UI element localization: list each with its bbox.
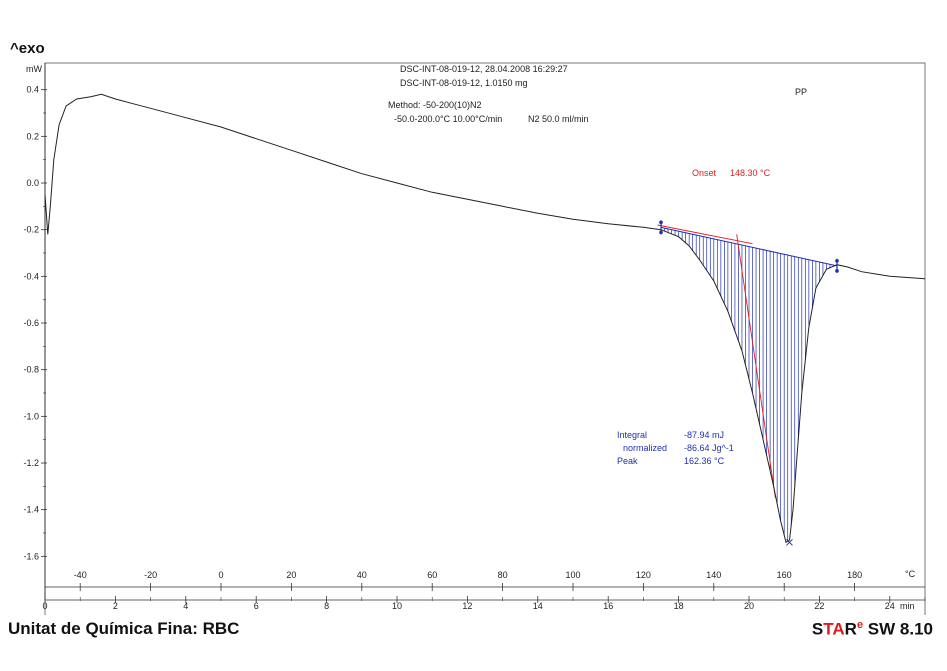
- time-tick-label: 16: [603, 601, 613, 611]
- y-axis-ticks: 0.4 0.2 0.0 -0.2 -0.4 -0.6 -0.8 -1.0 -1.2 -1.4 -1.…: [23, 85, 47, 561]
- time-tick-label: 18: [674, 601, 684, 611]
- integral-limit-dot: [659, 220, 663, 225]
- time-tick-label: 2: [113, 601, 118, 611]
- y-tick-label: -0.6: [23, 318, 39, 328]
- temp-tick-label: 40: [357, 570, 367, 580]
- footer-software-r: R: [844, 619, 857, 639]
- info-line-2: DSC-INT-08-019-12, 1.0150 mg: [400, 78, 528, 88]
- y-tick-label: -0.8: [23, 365, 39, 375]
- method-line-1: Method: -50-200(10)N2: [388, 100, 482, 110]
- onset-label: Onset: [692, 168, 717, 178]
- footer-software: STARe SW 8.10: [812, 619, 933, 640]
- integral-hatching: [664, 228, 834, 542]
- integral-limit-dot: [835, 259, 839, 263]
- time-tick-label: 10: [392, 601, 402, 611]
- method-line-2a: -50.0-200.0°C 10.00°C/min: [394, 114, 502, 124]
- integral-limit-dot: [835, 269, 839, 273]
- integral-label: Integral: [617, 430, 647, 440]
- integral-limit-dot: [659, 230, 663, 235]
- time-tick-label: 8: [324, 601, 329, 611]
- footer-software-ta: TA: [823, 619, 845, 639]
- temp-tick-label: -20: [144, 570, 157, 580]
- temp-tick-label: 180: [847, 570, 862, 580]
- time-unit-label: min: [900, 601, 915, 611]
- footer-software-version: SW 8.10: [863, 619, 933, 639]
- time-tick-label: 4: [183, 601, 188, 611]
- integral-baseline: [660, 226, 838, 267]
- info-line-1: DSC-INT-08-019-12, 28.04.2008 16:29:27: [400, 64, 568, 74]
- y-tick-label: -0.4: [23, 271, 39, 281]
- time-tick-label: 22: [814, 601, 824, 611]
- temp-tick-label: 20: [286, 570, 296, 580]
- exo-label: ^exo: [10, 40, 45, 57]
- time-tick-label: 12: [462, 601, 472, 611]
- normalized-value: -86.64 Jg^-1: [684, 443, 734, 453]
- peak-marker: [786, 538, 793, 546]
- y-tick-label: -1.2: [23, 458, 39, 468]
- time-tick-label: 6: [254, 601, 259, 611]
- temp-tick-label: 100: [565, 570, 580, 580]
- plot-frame: [44, 62, 926, 615]
- time-tick-label: 0: [42, 601, 47, 611]
- temp-tick-label: 120: [636, 570, 651, 580]
- onset-steep-line: [736, 234, 776, 499]
- y-tick-label: 0.4: [26, 85, 39, 95]
- footer-software-s: S: [811, 619, 824, 639]
- temp-unit-label: °C: [905, 569, 916, 579]
- time-tick-label: 20: [744, 601, 754, 611]
- normalized-label: normalized: [623, 443, 667, 453]
- time-tick-label: 14: [533, 601, 543, 611]
- temp-tick-label: 160: [777, 570, 792, 580]
- time-tick-label: 24: [885, 601, 895, 611]
- y-tick-label: -1.6: [23, 551, 39, 561]
- time-axis-ticks: 0 2 4 6 8 10 12 14 16 18 20 22 24: [42, 596, 926, 611]
- method-line-2b: N2 50.0 ml/min: [528, 114, 589, 124]
- onset-value: 148.30 °C: [730, 168, 771, 178]
- integral-value: -87.94 mJ: [684, 430, 724, 440]
- temp-tick-label: 140: [706, 570, 721, 580]
- y-tick-label: -1.0: [23, 411, 39, 421]
- temp-tick-label: 60: [427, 570, 437, 580]
- temp-axis-ticks: -40 -20 0 20 40 60 80 100 120 140 160 180: [74, 570, 862, 591]
- y-unit-label: mW: [26, 64, 42, 74]
- footer-software-e: e: [856, 619, 864, 631]
- integral-limit-markers: [659, 220, 839, 546]
- peak-value: 162.36 °C: [684, 456, 725, 466]
- y-tick-label: -0.2: [23, 225, 39, 235]
- y-tick-label: 0.0: [26, 178, 39, 188]
- footer-institution: Unitat de Química Fina: RBC: [8, 619, 240, 638]
- y-tick-label: -1.4: [23, 505, 39, 515]
- temp-tick-label: 0: [218, 570, 223, 580]
- y-tick-label: 0.2: [26, 131, 39, 141]
- dsc-curve: [44, 93, 926, 544]
- temp-tick-label: -40: [74, 570, 87, 580]
- peak-label: Peak: [617, 456, 638, 466]
- sample-label: PP: [795, 87, 807, 97]
- temp-tick-label: 80: [498, 570, 508, 580]
- dsc-chart: ^exo mW DSC-INT-08-019-12, 28.04.2008 16…: [10, 40, 926, 615]
- onset-tangent-line: [657, 224, 753, 245]
